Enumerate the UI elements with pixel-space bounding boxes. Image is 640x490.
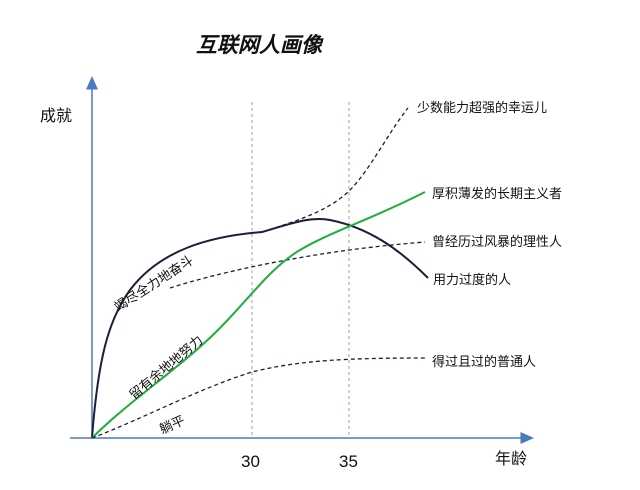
long-term-label: 厚积薄发的长期主义者 bbox=[432, 186, 562, 202]
super-strong-curve bbox=[261, 107, 409, 233]
ordinary-label: 得过且过的普通人 bbox=[432, 354, 536, 370]
overexert-curve bbox=[91, 217, 429, 439]
rational-curve bbox=[169, 241, 426, 289]
spare-effort-phase-label: 留有余地地努力 bbox=[126, 332, 206, 403]
x-axis-label: 年龄 bbox=[495, 449, 527, 468]
lying-flat-phase-label: 躺平 bbox=[157, 412, 187, 437]
super-strong-label: 少数能力超强的幸运儿 bbox=[417, 100, 547, 116]
long-term-curve bbox=[91, 191, 426, 439]
rational-label: 曾经历过风暴的理性人 bbox=[432, 234, 562, 250]
watermark: 知乎 @曾加 bbox=[536, 453, 616, 471]
x-tick-35: 35 bbox=[339, 452, 358, 471]
diagram-title: 互联网人画像 bbox=[196, 32, 324, 57]
overexert-label: 用力过度的人 bbox=[433, 272, 511, 288]
x-tick-30: 30 bbox=[241, 452, 260, 471]
y-axis-label: 成就 bbox=[40, 106, 72, 125]
ordinary-curve bbox=[91, 357, 426, 439]
